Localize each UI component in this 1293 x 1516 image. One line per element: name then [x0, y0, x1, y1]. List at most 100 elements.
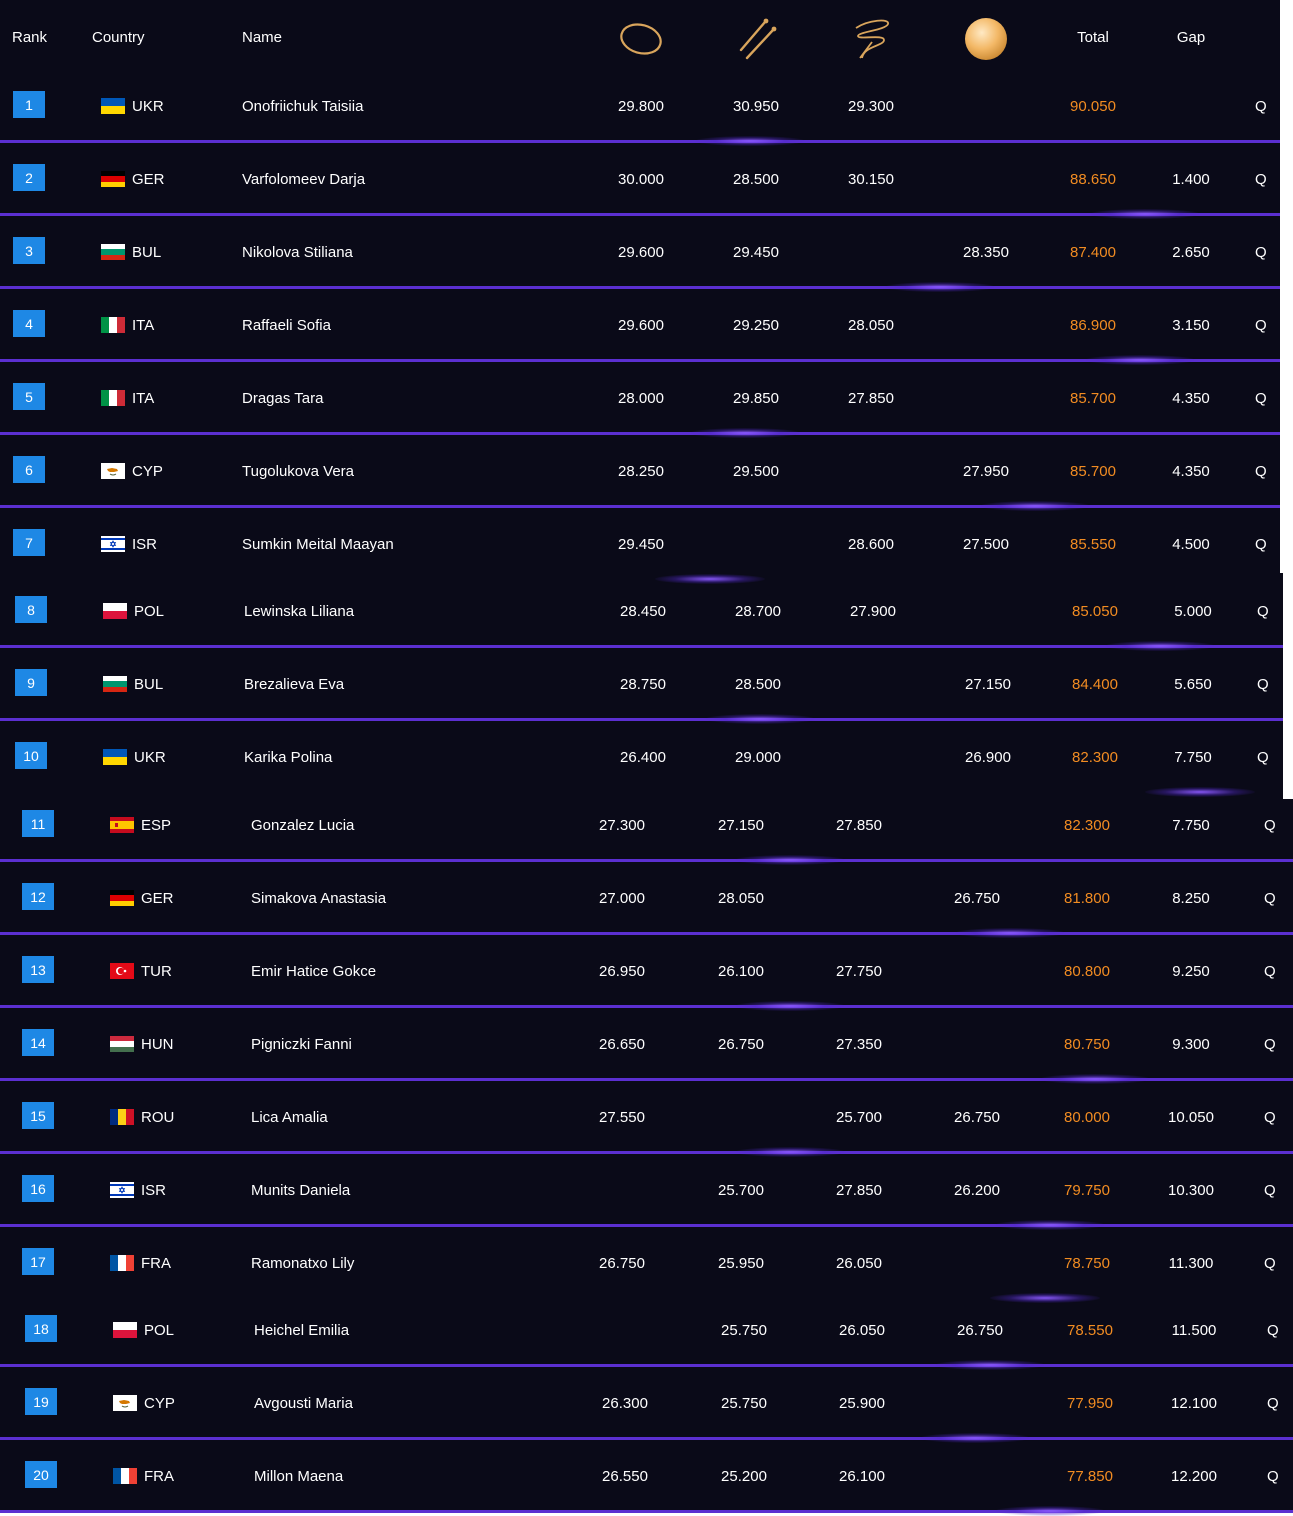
gap-value: 3.150 [1172, 317, 1210, 334]
ribbon-score: 27.850 [836, 1182, 882, 1199]
athlete-name: Gonzalez Lucia [251, 817, 355, 834]
ribbon-score: 25.900 [839, 1395, 885, 1412]
hoop-score: 27.000 [599, 890, 645, 907]
country-code: FRA [144, 1468, 174, 1485]
ribbon-score: 27.750 [836, 963, 882, 980]
row-separator [0, 1151, 1293, 1154]
total-score: 80.000 [1064, 1109, 1110, 1126]
qualified-mark: Q [1264, 1036, 1276, 1053]
flag-ger-icon [101, 171, 125, 187]
row-separator [0, 213, 1280, 216]
athlete-name: Heichel Emilia [254, 1322, 350, 1339]
separator-glow [980, 501, 1090, 511]
total-score: 78.750 [1064, 1255, 1110, 1272]
hoop-score: 29.450 [618, 536, 664, 553]
qualified-mark: Q [1264, 1109, 1276, 1126]
athlete-name: Munits Daniela [251, 1182, 351, 1199]
qualified-mark: Q [1267, 1468, 1279, 1485]
ball-score: 26.750 [954, 890, 1000, 907]
row-separator [0, 1364, 1293, 1367]
qualified-mark: Q [1255, 244, 1267, 261]
table-row[interactable]: 7 ISR Sumkin Meital Maayan 29.450 28.600 27.5… [0, 508, 1280, 584]
rank-badge: 8 [15, 596, 47, 623]
clubs-score: 29.850 [733, 390, 779, 407]
table-row[interactable]: 4 ITA Raffaeli Sofia 29.600 29.250 28.050 86.9… [0, 289, 1280, 365]
qualified-mark: Q [1267, 1322, 1279, 1339]
table-row[interactable]: 10 UKR Karika Polina 26.400 29.000 26.900 82.3… [0, 721, 1283, 797]
ribbon-score: 27.850 [836, 817, 882, 834]
athlete-name: Brezalieva Eva [244, 676, 345, 693]
flag-cyp-icon [113, 1395, 137, 1411]
flag-ita-icon [101, 317, 125, 333]
row-separator [0, 1224, 1293, 1227]
table-row[interactable]: 12 GER Simakova Anastasia 27.000 28.050 26.75… [0, 862, 1293, 938]
country-code: ISR [141, 1182, 167, 1199]
rank-badge: 7 [13, 529, 45, 556]
total-score: 81.800 [1064, 890, 1110, 907]
separator-glow [655, 574, 765, 584]
table-row[interactable]: 6 CYP Tugolukova Vera 28.250 29.500 27.950 85.… [0, 435, 1280, 511]
table-row[interactable]: 13 TUR Emir Hatice Gokce 26.950 26.100 27.750… [0, 935, 1293, 1011]
rank-badge: 6 [13, 456, 45, 483]
table-row[interactable]: 18 POL Heichel Emilia 25.750 26.050 26.750 78.… [0, 1294, 1293, 1370]
separator-glow [995, 1220, 1105, 1230]
clubs-score: 28.050 [718, 890, 764, 907]
clubs-score: 29.000 [735, 749, 781, 766]
athlete-name: Onofriichuk Taisiia [242, 98, 364, 115]
hoop-score: 29.800 [618, 98, 664, 115]
table-row[interactable]: 3 BUL Nikolova Stiliana 29.600 29.450 28.350 8… [0, 216, 1280, 292]
hoop-score: 27.300 [599, 817, 645, 834]
total-score: 80.750 [1064, 1036, 1110, 1053]
flag-isr-icon [110, 1182, 134, 1198]
separator-glow [690, 428, 800, 438]
table-row[interactable]: 17 FRA Ramonatxo Lily 26.750 25.950 26.050 78.… [0, 1227, 1293, 1303]
table-row[interactable]: 1 UKR Onofriichuk Taisiia 29.800 30.950 29.30… [0, 70, 1280, 146]
flag-fra-icon [110, 1255, 134, 1271]
rank-badge: 3 [13, 237, 45, 264]
hoop-score: 29.600 [618, 244, 664, 261]
ribbon-score: 27.850 [848, 390, 894, 407]
rank-badge: 4 [13, 310, 45, 337]
flag-ukr-icon [103, 749, 127, 765]
table-row[interactable]: 5 ITA Dragas Tara 28.000 29.850 27.850 85.700 4… [0, 362, 1280, 438]
row-separator [0, 286, 1280, 289]
table-row[interactable]: 2 GER Varfolomeev Darja 30.000 28.500 30.150 8… [0, 143, 1280, 219]
clubs-score: 29.450 [733, 244, 779, 261]
country-code: HUN [141, 1036, 174, 1053]
rank-badge: 16 [22, 1175, 54, 1202]
header-total: Total [1077, 29, 1109, 46]
ball-icon [961, 14, 1011, 64]
clubs-score: 25.200 [721, 1468, 767, 1485]
clubs-score: 28.700 [735, 603, 781, 620]
athlete-name: Avgousti Maria [254, 1395, 353, 1412]
clubs-score: 28.500 [733, 171, 779, 188]
table-row[interactable]: 16 ISR Munits Daniela 25.700 27.850 26.200 79.… [0, 1154, 1293, 1230]
table-row[interactable]: 19 CYP Avgousti Maria 26.300 25.750 25.900 77.… [0, 1367, 1293, 1443]
row-separator [0, 505, 1280, 508]
gap-value: 10.300 [1168, 1182, 1214, 1199]
row-separator [0, 432, 1280, 435]
separator-glow [990, 1293, 1100, 1303]
rank-badge: 19 [25, 1388, 57, 1415]
table-row[interactable]: 14 HUN Pigniczki Fanni 26.650 26.750 27.350 80… [0, 1008, 1293, 1084]
clubs-score: 26.100 [718, 963, 764, 980]
table-row[interactable]: 9 BUL Brezalieva Eva 28.750 28.500 27.150 84.4… [0, 648, 1283, 724]
separator-glow [735, 855, 845, 865]
hoop-score: 26.950 [599, 963, 645, 980]
total-score: 86.900 [1070, 317, 1116, 334]
table-row[interactable]: 8 POL Lewinska Liliana 28.450 28.700 27.900 85… [0, 575, 1283, 651]
table-row[interactable]: 11 ESP Gonzalez Lucia 27.300 27.150 27.850 82.… [0, 789, 1293, 865]
table-row[interactable]: 20 FRA Millon Maena 26.550 25.200 26.100 77.85… [0, 1440, 1293, 1516]
flag-fra-icon [113, 1468, 137, 1484]
board-segment-2 [0, 573, 1283, 799]
flag-bul-icon [101, 244, 125, 260]
clubs-score: 27.150 [718, 817, 764, 834]
athlete-name: Ramonatxo Lily [251, 1255, 355, 1272]
hoop-icon [616, 14, 666, 64]
table-row[interactable]: 15 ROU Lica Amalia 27.550 25.700 26.750 80.000… [0, 1081, 1293, 1157]
ribbon-score: 26.050 [836, 1255, 882, 1272]
row-separator [0, 140, 1280, 143]
ball-score: 26.200 [954, 1182, 1000, 1199]
header-gap: Gap [1176, 29, 1206, 46]
country-code: ITA [132, 317, 155, 334]
